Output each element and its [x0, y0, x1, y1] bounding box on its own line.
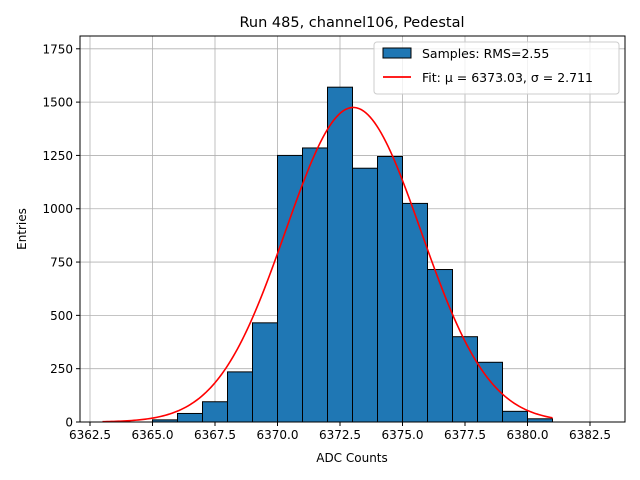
y-tick-label-6: 1500 — [42, 96, 73, 110]
x-tick-label-5: 6375.0 — [382, 428, 424, 442]
histogram-bar-1 — [177, 412, 203, 423]
histogram-bar-6 — [302, 147, 328, 423]
legend-samples-label: Samples: RMS=2.55 — [422, 46, 549, 61]
y-tick-label-4: 1000 — [42, 202, 73, 216]
y-tick-label-3: 750 — [50, 256, 73, 270]
x-tick-label-4: 6372.5 — [319, 428, 361, 442]
x-tick-label-0: 6362.5 — [69, 428, 111, 442]
x-tick-label-3: 6370.0 — [257, 428, 299, 442]
histogram-bar-13 — [477, 361, 503, 423]
x-tick-label-1: 6365.0 — [132, 428, 174, 442]
legend: Samples: RMS=2.55 Fit: μ = 6373.03, σ = … — [373, 41, 620, 95]
histogram-bar-2 — [202, 401, 228, 423]
legend-box — [373, 41, 620, 95]
y-tick-label-1: 250 — [50, 362, 73, 376]
y-tick-label-5: 1250 — [42, 149, 73, 163]
x-tick-label-6: 6377.5 — [444, 428, 486, 442]
histogram-bar-8 — [352, 167, 378, 423]
fit-curve — [102, 106, 553, 423]
x-axis-ticks: 6362.5 6365.0 6367.5 6370.0 6372.5 6375.0 6377… — [69, 422, 611, 442]
y-tick-label-2: 500 — [50, 309, 73, 323]
histogram-bar-5 — [277, 154, 303, 423]
x-tick-label-7: 6380.0 — [507, 428, 549, 442]
y-axis-ticks: 0 250 500 750 1000 1250 1500 1750 — [42, 42, 80, 430]
legend-samples-swatch — [382, 47, 412, 59]
histogram-bar-12 — [452, 336, 478, 423]
histogram-bar-9 — [377, 155, 403, 423]
histogram-bar-4 — [252, 322, 278, 423]
histogram-bar-10 — [402, 202, 428, 423]
histogram-bar-11 — [427, 269, 453, 423]
y-tick-label-0: 0 — [65, 416, 73, 430]
x-tick-label-8: 6382.5 — [569, 428, 611, 442]
histogram-bar-7 — [327, 86, 353, 423]
plot-frame — [79, 35, 626, 423]
fit-curve-layer — [102, 106, 553, 423]
legend-fit-label: Fit: μ = 6373.03, σ = 2.711 — [422, 70, 593, 85]
y-axis-title: Entries — [15, 208, 29, 250]
histogram-bars — [152, 86, 553, 423]
x-tick-label-2: 6367.5 — [194, 428, 236, 442]
histogram-bar-14 — [502, 410, 528, 423]
x-axis-title: ADC Counts — [316, 451, 388, 465]
chart-title: Run 485, channel106, Pedestal — [239, 15, 464, 31]
histogram-bar-3 — [227, 371, 253, 423]
y-tick-label-7: 1750 — [42, 42, 73, 56]
